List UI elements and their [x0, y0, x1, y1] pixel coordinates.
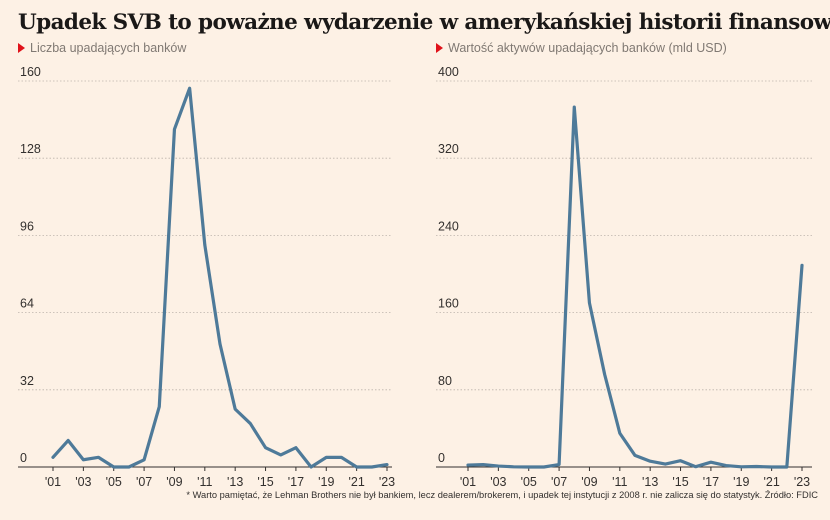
left-y-tick-label: 0	[20, 451, 27, 465]
left-x-tick-label: '07	[136, 475, 152, 489]
right-y-tick-label: 0	[438, 451, 445, 465]
right-y-tick-label: 160	[438, 297, 459, 311]
left-x-tick-label: '21	[348, 475, 364, 489]
right-x-tick-label: '23	[794, 475, 810, 489]
left-series-line	[51, 86, 389, 469]
left-x-tick-label: '09	[166, 475, 182, 489]
left-y-tick-label: 160	[20, 65, 41, 79]
left-x-tick-label: '01	[45, 475, 61, 489]
right-x-tick-label: '17	[703, 475, 719, 489]
right-x-tick-label: '09	[581, 475, 597, 489]
right-y-tick-label: 320	[438, 142, 459, 156]
right-x-tick-label: '15	[672, 475, 688, 489]
left-x-tick-label: '19	[318, 475, 334, 489]
right-y-tick-label: 80	[438, 374, 452, 388]
left-x-tick-label: '15	[257, 475, 273, 489]
chart-title: Upadek SVB to poważne wydarzenie w amery…	[18, 10, 830, 35]
right-x-tick-label: '03	[490, 475, 506, 489]
right-x-tick-label: '01	[460, 475, 476, 489]
right-x-tick-label: '21	[763, 475, 779, 489]
left-x-tick-label: '23	[379, 475, 395, 489]
right-x-tick-label: '19	[733, 475, 749, 489]
footnote: * Warto pamiętać, że Lehman Brothers nie…	[186, 490, 818, 500]
right-x-tick-label: '13	[642, 475, 658, 489]
right-series-line	[466, 105, 804, 469]
right-x-tick-label: '11	[612, 475, 627, 489]
left-y-tick-label: 64	[20, 297, 34, 311]
right-x-tick-label: '05	[521, 475, 537, 489]
right-x-tick-label: '07	[551, 475, 567, 489]
right-chart: 0 80 160 240 320 400 '01 '03 '05 '07 '09 '11 '13 '15 '…	[436, 65, 812, 489]
left-x-tick-label: '03	[75, 475, 91, 489]
right-chart-subtitle-text: Wartość aktywów upadających banków (mld …	[448, 41, 727, 55]
left-chart-subtitle: Liczba upadających banków	[18, 41, 186, 55]
left-chart-subtitle-text: Liczba upadających banków	[30, 41, 187, 55]
right-chart-subtitle: Wartość aktywów upadających banków (mld …	[436, 41, 727, 55]
right-y-tick-label: 400	[438, 65, 459, 79]
red-triangle-marker-icon	[18, 43, 25, 53]
right-y-tick-label: 240	[438, 219, 459, 233]
left-y-tick-label: 96	[20, 219, 34, 233]
left-x-tick-label: '13	[227, 475, 243, 489]
left-x-tick-label: '17	[288, 475, 304, 489]
red-triangle-marker-icon	[436, 43, 443, 53]
left-x-tick-label: '11	[197, 475, 212, 489]
left-y-tick-label: 32	[20, 374, 34, 388]
left-x-tick-label: '05	[106, 475, 122, 489]
left-y-tick-label: 128	[20, 142, 41, 156]
left-chart: 0 32 64 96 128 160 '01 '03 '05 '07 '09 '11 '13 '15 '17…	[18, 65, 395, 489]
